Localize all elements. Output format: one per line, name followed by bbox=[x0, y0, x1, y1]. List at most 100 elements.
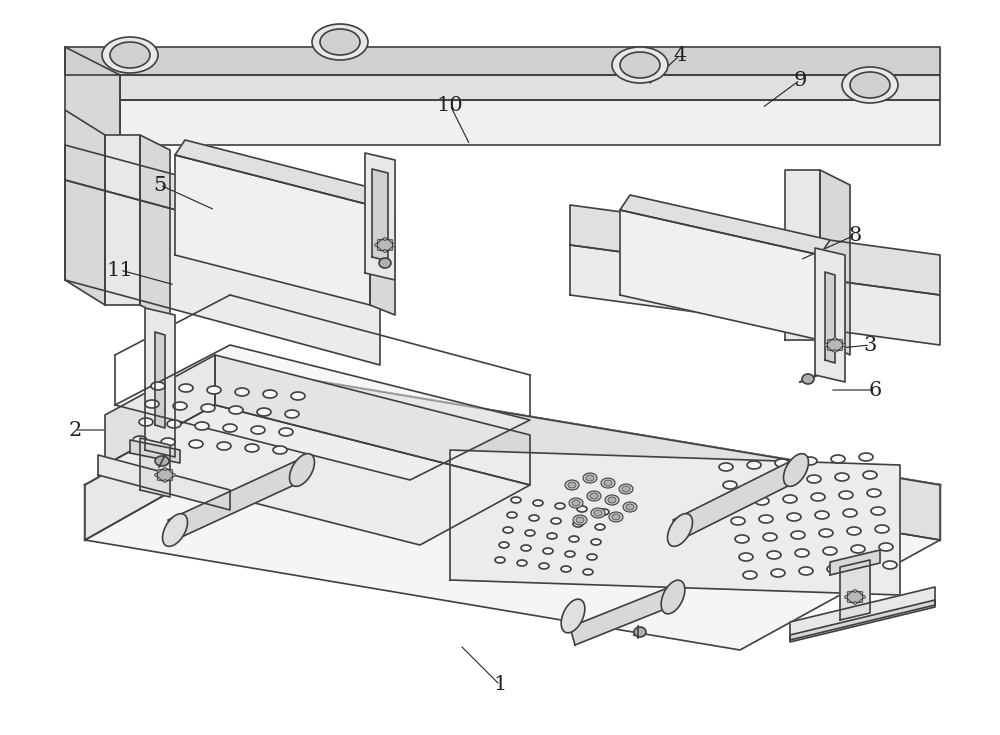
Polygon shape bbox=[65, 47, 120, 145]
Ellipse shape bbox=[844, 595, 848, 598]
Ellipse shape bbox=[626, 504, 634, 510]
Ellipse shape bbox=[784, 453, 808, 487]
Ellipse shape bbox=[155, 456, 169, 466]
Ellipse shape bbox=[755, 497, 769, 505]
Ellipse shape bbox=[783, 495, 797, 503]
Polygon shape bbox=[215, 355, 530, 485]
Ellipse shape bbox=[164, 467, 166, 470]
Ellipse shape bbox=[207, 386, 221, 394]
Text: 2: 2 bbox=[68, 420, 82, 440]
Ellipse shape bbox=[164, 479, 166, 482]
Ellipse shape bbox=[612, 47, 668, 83]
Ellipse shape bbox=[771, 569, 785, 577]
Ellipse shape bbox=[507, 512, 517, 518]
Ellipse shape bbox=[568, 482, 576, 488]
Ellipse shape bbox=[569, 498, 583, 508]
Ellipse shape bbox=[779, 477, 793, 485]
Ellipse shape bbox=[871, 507, 885, 515]
Text: 9: 9 bbox=[793, 71, 807, 90]
Ellipse shape bbox=[850, 72, 890, 98]
Ellipse shape bbox=[217, 442, 231, 450]
Ellipse shape bbox=[235, 388, 249, 396]
Ellipse shape bbox=[860, 600, 863, 603]
Ellipse shape bbox=[157, 469, 160, 473]
Ellipse shape bbox=[591, 539, 601, 545]
Ellipse shape bbox=[608, 497, 616, 503]
Ellipse shape bbox=[851, 545, 865, 553]
Ellipse shape bbox=[605, 495, 619, 505]
Text: 6: 6 bbox=[868, 381, 882, 400]
Ellipse shape bbox=[163, 514, 187, 546]
Text: 10: 10 bbox=[437, 96, 463, 115]
Ellipse shape bbox=[827, 339, 843, 351]
Ellipse shape bbox=[739, 553, 753, 561]
Polygon shape bbox=[168, 460, 305, 540]
Text: 1: 1 bbox=[493, 675, 507, 695]
Ellipse shape bbox=[495, 557, 505, 563]
Polygon shape bbox=[85, 375, 280, 540]
Ellipse shape bbox=[759, 515, 773, 523]
Ellipse shape bbox=[586, 475, 594, 481]
Polygon shape bbox=[115, 345, 530, 480]
Ellipse shape bbox=[565, 551, 575, 557]
Ellipse shape bbox=[377, 239, 393, 251]
Ellipse shape bbox=[279, 428, 293, 436]
Ellipse shape bbox=[251, 426, 265, 434]
Ellipse shape bbox=[834, 350, 836, 353]
Ellipse shape bbox=[576, 517, 584, 523]
Polygon shape bbox=[372, 169, 388, 261]
Polygon shape bbox=[175, 140, 380, 205]
Ellipse shape bbox=[847, 527, 861, 535]
Ellipse shape bbox=[863, 471, 877, 479]
Ellipse shape bbox=[195, 422, 209, 430]
Ellipse shape bbox=[735, 535, 749, 543]
Ellipse shape bbox=[320, 29, 360, 55]
Ellipse shape bbox=[854, 589, 856, 592]
Ellipse shape bbox=[161, 438, 175, 446]
Ellipse shape bbox=[290, 453, 314, 487]
Polygon shape bbox=[65, 110, 105, 305]
Ellipse shape bbox=[827, 340, 830, 343]
Ellipse shape bbox=[843, 509, 857, 517]
Ellipse shape bbox=[517, 560, 527, 566]
Ellipse shape bbox=[569, 536, 579, 542]
Polygon shape bbox=[570, 205, 940, 295]
Polygon shape bbox=[120, 75, 940, 100]
Polygon shape bbox=[140, 135, 170, 320]
Ellipse shape bbox=[587, 554, 597, 560]
Ellipse shape bbox=[577, 506, 587, 512]
Ellipse shape bbox=[723, 481, 737, 489]
Ellipse shape bbox=[668, 514, 692, 546]
Ellipse shape bbox=[503, 527, 513, 533]
Text: 5: 5 bbox=[153, 176, 167, 195]
Ellipse shape bbox=[840, 340, 843, 343]
Ellipse shape bbox=[824, 343, 828, 346]
Ellipse shape bbox=[565, 480, 579, 490]
Ellipse shape bbox=[154, 473, 158, 476]
Ellipse shape bbox=[273, 446, 287, 454]
Ellipse shape bbox=[815, 511, 829, 519]
Text: 11: 11 bbox=[107, 260, 133, 279]
Ellipse shape bbox=[374, 243, 378, 246]
Polygon shape bbox=[570, 587, 675, 645]
Polygon shape bbox=[175, 155, 370, 305]
Ellipse shape bbox=[803, 457, 817, 465]
Ellipse shape bbox=[384, 249, 386, 253]
Ellipse shape bbox=[860, 591, 863, 595]
Ellipse shape bbox=[102, 37, 158, 73]
Ellipse shape bbox=[823, 547, 837, 555]
Ellipse shape bbox=[839, 491, 853, 499]
Polygon shape bbox=[785, 170, 820, 340]
Ellipse shape bbox=[179, 384, 193, 392]
Ellipse shape bbox=[573, 515, 587, 525]
Text: 4: 4 bbox=[673, 46, 687, 65]
Text: 3: 3 bbox=[863, 335, 877, 354]
Ellipse shape bbox=[612, 514, 620, 520]
Ellipse shape bbox=[543, 548, 553, 554]
Polygon shape bbox=[830, 550, 880, 575]
Ellipse shape bbox=[819, 529, 833, 537]
Polygon shape bbox=[140, 438, 170, 497]
Ellipse shape bbox=[867, 489, 881, 497]
Ellipse shape bbox=[201, 404, 215, 412]
Ellipse shape bbox=[609, 512, 623, 522]
